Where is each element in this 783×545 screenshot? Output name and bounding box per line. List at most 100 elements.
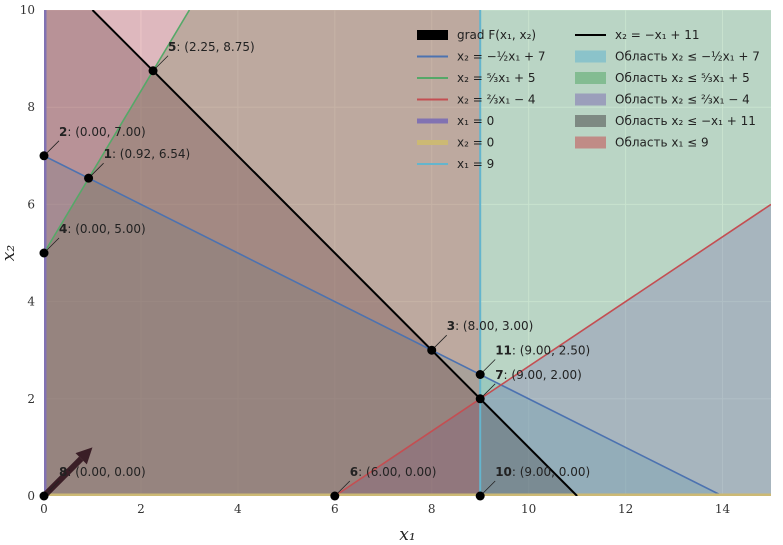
constraint-line-7 bbox=[91, 10, 578, 496]
legend-item-x-0: x₂ = 0 bbox=[417, 136, 494, 150]
legend-label: Область x₂ ≤ −½x₁ + 7 bbox=[615, 50, 760, 64]
point-5-id: 5 bbox=[168, 40, 176, 54]
regions bbox=[44, 10, 771, 496]
point-8-id: 8 bbox=[59, 465, 67, 479]
point-6-coords: : (6.00, 0.00) bbox=[358, 465, 436, 479]
point-5-label: 5: (2.25, 8.75) bbox=[168, 40, 255, 54]
x-tick-label: 14 bbox=[715, 502, 731, 516]
legend-swatch bbox=[575, 93, 606, 106]
point-5-marker bbox=[148, 66, 158, 76]
legend-item-x-x-5: x₂ = ⁵⁄₃x₁ + 5 bbox=[417, 71, 535, 85]
point-3-coords: : (8.00, 3.00) bbox=[455, 319, 533, 333]
point-7-marker bbox=[475, 394, 485, 404]
plot-background bbox=[44, 10, 771, 496]
point-1-marker bbox=[84, 173, 94, 183]
constraint-lines bbox=[44, 10, 771, 496]
point-2-label: 2: (0.00, 7.00) bbox=[59, 125, 146, 139]
point-7-id: 7 bbox=[495, 368, 503, 382]
point-11-marker bbox=[475, 370, 485, 379]
legend-item-x-x-11: Область x₂ ≤ −x₁ + 11 bbox=[575, 114, 756, 128]
legend-item-x-x-7: Область x₂ ≤ −½x₁ + 7 bbox=[575, 50, 760, 64]
y-axis-title: x₂ bbox=[0, 245, 19, 262]
legend-label: Область x₂ ≤ −x₁ + 11 bbox=[615, 114, 756, 128]
legend-swatch bbox=[575, 115, 606, 127]
legend-item-x-x-4: x₂ = ⅔x₁ − 4 bbox=[417, 93, 535, 107]
legend-label: x₂ = 0 bbox=[457, 136, 494, 150]
legend-label: x₁ = 9 bbox=[457, 157, 494, 171]
point-11-id: 11 bbox=[495, 344, 512, 358]
legend-item-x-x-5: Область x₂ ≤ ⁵⁄₃x₁ + 5 bbox=[575, 71, 750, 85]
point-2-coords: : (0.00, 7.00) bbox=[67, 125, 145, 139]
point-8-marker bbox=[39, 491, 49, 501]
legend-label: x₂ = ⁵⁄₃x₁ + 5 bbox=[457, 71, 535, 85]
point-4-coords: : (0.00, 5.00) bbox=[67, 222, 145, 236]
legend-item-x-9: Область x₁ ≤ 9 bbox=[575, 136, 709, 150]
legend-swatch bbox=[575, 72, 606, 84]
point-7-coords: : (9.00, 2.00) bbox=[504, 368, 582, 382]
legend-label: x₂ = −½x₁ + 7 bbox=[457, 50, 546, 64]
point-8-label: 8: (0.00, 0.00) bbox=[59, 465, 146, 479]
point-6-marker bbox=[330, 491, 340, 501]
region-4 bbox=[44, 10, 578, 496]
point-2-marker bbox=[39, 151, 49, 161]
legend-item-x-x-7: x₂ = −½x₁ + 7 bbox=[417, 50, 546, 64]
constraint-line-3 bbox=[334, 203, 771, 496]
point-3-id: 3 bbox=[447, 319, 455, 333]
point-11-coords: : (9.00, 2.50) bbox=[512, 344, 590, 358]
constraint-line-2 bbox=[44, 10, 191, 254]
legend: grad F(x₁, x₂) x₂ = −½x₁ + 7 x₂ = ⁵⁄₃x₁ + … bbox=[417, 28, 760, 171]
x-tick-label: 6 bbox=[331, 502, 339, 516]
x-tick-label: 10 bbox=[521, 502, 536, 516]
legend-swatch bbox=[417, 30, 448, 40]
region-5 bbox=[44, 10, 481, 496]
point-4-marker bbox=[39, 248, 49, 258]
intersection-points: 1: (0.92, 6.54) 2: (0.00, 7.00) 3: (8.00, … bbox=[39, 40, 590, 501]
legend-swatch bbox=[575, 136, 606, 149]
point-11-label: 11: (9.00, 2.50) bbox=[495, 344, 590, 358]
x-tick-label: 2 bbox=[137, 502, 145, 516]
y-tick-label: 10 bbox=[20, 3, 35, 17]
y-tick-label: 0 bbox=[27, 489, 35, 503]
point-3-marker bbox=[427, 345, 437, 355]
gradient-arrow-head bbox=[75, 447, 93, 465]
legend-label: x₂ = −x₁ + 11 bbox=[615, 28, 700, 42]
point-10-id: 10 bbox=[495, 465, 512, 479]
legend-label: x₂ = ⅔x₁ − 4 bbox=[457, 93, 535, 107]
point-10-marker bbox=[475, 491, 485, 501]
legend-label: grad F(x₁, x₂) bbox=[457, 28, 536, 42]
y-tick-label: 2 bbox=[27, 392, 35, 406]
point-3-label: 3: (8.00, 3.00) bbox=[447, 319, 534, 333]
point-7-label: 7: (9.00, 2.00) bbox=[495, 368, 582, 382]
point-1-id: 1 bbox=[104, 147, 112, 161]
point-2-id: 2 bbox=[59, 125, 67, 139]
legend-item-x-x-4: Область x₂ ≤ ⅔x₁ − 4 bbox=[575, 93, 750, 107]
point-6-label: 6: (6.00, 0.00) bbox=[350, 465, 437, 479]
legend-item-x-x-11: x₂ = −x₁ + 11 bbox=[575, 28, 700, 42]
legend-item-grad-f-x-x: grad F(x₁, x₂) bbox=[417, 28, 536, 42]
point-6-id: 6 bbox=[350, 465, 358, 479]
y-tick-label: 6 bbox=[27, 197, 35, 211]
x-tick-label: 8 bbox=[428, 502, 436, 516]
point-4-id: 4 bbox=[59, 222, 67, 236]
x-tick-label: 12 bbox=[618, 502, 633, 516]
x-tick-label: 4 bbox=[234, 502, 242, 516]
point-1-label: 1: (0.92, 6.54) bbox=[104, 147, 191, 161]
legend-label: Область x₂ ≤ ⅔x₁ − 4 bbox=[615, 93, 750, 107]
legend-item-x-0: x₁ = 0 bbox=[417, 114, 494, 128]
constraint-line-1 bbox=[44, 155, 723, 496]
y-tick-label: 8 bbox=[27, 100, 35, 114]
point-4-label: 4: (0.00, 5.00) bbox=[59, 222, 146, 236]
legend-swatch bbox=[575, 50, 606, 63]
point-8-coords: : (0.00, 0.00) bbox=[67, 465, 145, 479]
legend-label: Область x₁ ≤ 9 bbox=[615, 136, 709, 150]
legend-label: Область x₂ ≤ ⁵⁄₃x₁ + 5 bbox=[615, 71, 750, 85]
legend-item-x-9: x₁ = 9 bbox=[417, 157, 494, 171]
y-tick-label: 4 bbox=[27, 295, 35, 309]
point-10-label: 10: (9.00, 0.00) bbox=[495, 465, 590, 479]
point-10-coords: : (9.00, 0.00) bbox=[512, 465, 590, 479]
region-1 bbox=[44, 155, 771, 496]
point-5-coords: : (2.25, 8.75) bbox=[176, 40, 254, 54]
point-1-coords: : (0.92, 6.54) bbox=[112, 147, 190, 161]
